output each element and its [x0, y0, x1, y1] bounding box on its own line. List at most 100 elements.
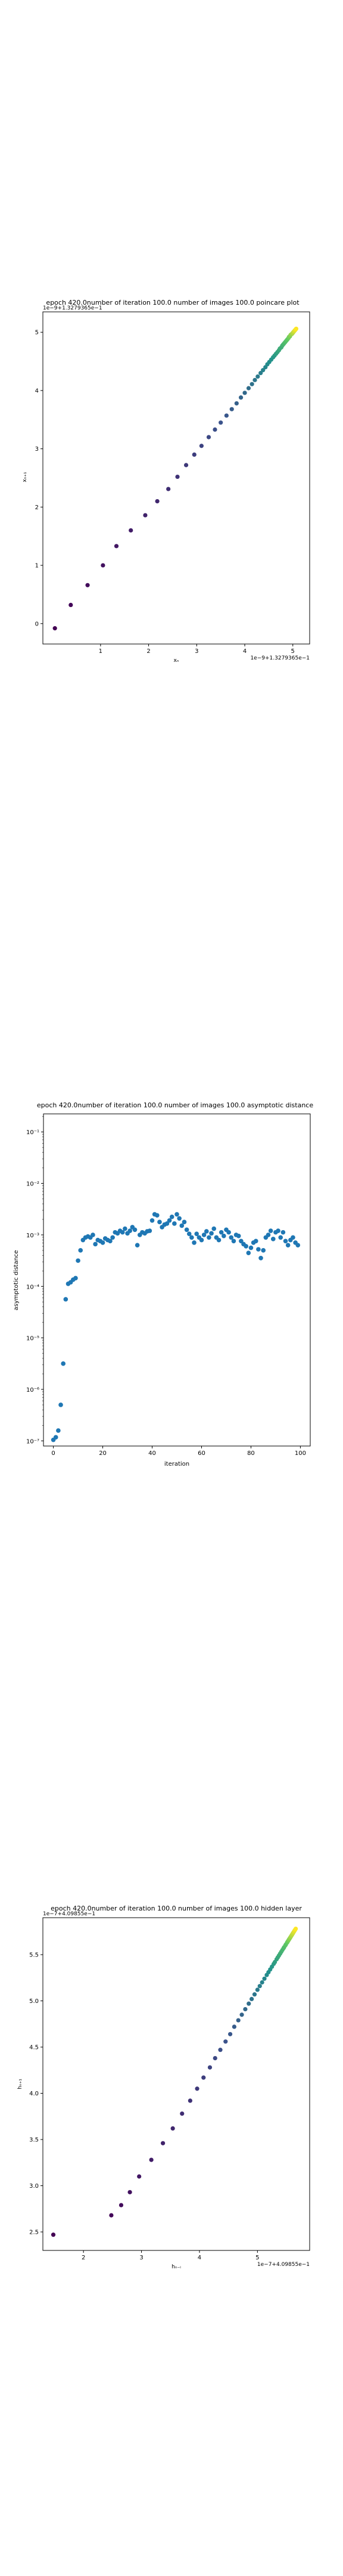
data-point — [127, 1228, 132, 1233]
y-tick-label: 10⁻⁶ — [26, 1387, 39, 1394]
data-point — [276, 1228, 280, 1233]
data-point — [242, 391, 247, 395]
data-point — [213, 427, 217, 432]
data-point — [253, 1239, 258, 1244]
data-point — [186, 1231, 192, 1237]
data-point — [53, 1435, 58, 1440]
y-tick-label: 5 — [35, 330, 39, 336]
data-point — [189, 1235, 194, 1240]
x-tick-label: 40 — [148, 1450, 156, 1457]
data-point — [223, 2039, 228, 2044]
y-tick-label: 3.0 — [29, 2183, 39, 2190]
data-point — [155, 1213, 160, 1218]
data-point — [244, 1244, 248, 1249]
data-point — [257, 1984, 262, 1989]
data-point — [218, 2048, 223, 2052]
data-point — [255, 1987, 260, 1992]
data-point — [194, 1231, 199, 1237]
data-point — [180, 2111, 185, 2116]
data-point — [61, 1361, 66, 1366]
poincare-title: epoch 420.0number of iteration 100.0 num… — [46, 299, 300, 306]
y-tick-label: 10⁻³ — [26, 1233, 39, 1239]
x-tick-label: 4 — [243, 648, 247, 655]
data-point — [51, 2233, 56, 2237]
data-point — [294, 1927, 298, 1931]
data-point — [149, 2157, 154, 2162]
data-point — [188, 2098, 192, 2103]
data-point — [213, 2056, 217, 2061]
x-tick-label: 80 — [247, 1450, 255, 1457]
x-tick-label: 4 — [198, 2255, 201, 2261]
hidden-layer-chart: epoch 420.0number of iteration 100.0 num… — [17, 1905, 310, 2270]
data-point — [294, 326, 298, 331]
data-point — [127, 2190, 132, 2194]
x-tick-label: 3 — [139, 2255, 143, 2261]
data-point — [120, 1230, 125, 1235]
data-point — [280, 1230, 286, 1235]
x-tick-label: 5 — [255, 2255, 259, 2261]
data-point — [129, 528, 133, 533]
y-tick-label: 10⁻¹ — [26, 1129, 39, 1136]
data-point — [247, 2001, 251, 2006]
data-point — [246, 386, 251, 391]
data-point — [108, 1239, 113, 1244]
x-tick-label: 100 — [295, 1450, 306, 1457]
data-point — [184, 1227, 189, 1233]
hidden-x-offset: 1e−7+4.09855e−1 — [257, 2262, 310, 2268]
data-point — [261, 1248, 266, 1253]
data-point — [227, 2032, 233, 2036]
data-point — [260, 1980, 264, 1985]
data-point — [234, 401, 239, 406]
poincare-axes-frame — [42, 311, 310, 645]
y-tick-label: 10⁻⁴ — [26, 1284, 39, 1290]
data-point — [183, 463, 189, 467]
data-point — [137, 2174, 142, 2179]
x-tick-label: 60 — [198, 1450, 205, 1457]
data-point — [285, 1243, 291, 1248]
data-point — [232, 2024, 236, 2029]
x-tick-label: 2 — [82, 2255, 85, 2261]
data-point — [266, 1233, 271, 1237]
data-point — [58, 1402, 63, 1407]
data-point — [270, 1237, 276, 1241]
hidden-axes-frame — [42, 1917, 310, 2251]
y-tick-label: 5.5 — [29, 1952, 39, 1959]
data-point — [147, 1228, 152, 1233]
poincare-chart: epoch 420.0number of iteration 100.0 num… — [22, 299, 310, 664]
hidden-y-offset: 1e−7+4.09855e−1 — [43, 1911, 95, 1917]
data-point — [199, 1237, 204, 1243]
x-tick-label: 0 — [51, 1450, 55, 1457]
poincare-x-offset: 1e−9+1.3279365e−1 — [250, 655, 310, 661]
data-point — [166, 487, 171, 491]
data-point — [110, 1235, 115, 1240]
data-point — [174, 1212, 179, 1217]
asymptotic-x-label: iteration — [164, 1461, 189, 1467]
data-point — [177, 1216, 182, 1221]
data-point — [169, 1214, 174, 1219]
data-point — [207, 2065, 213, 2070]
poincare-y-label: xₙ₊₁ — [22, 472, 28, 482]
data-point — [219, 420, 223, 425]
data-point — [229, 1235, 234, 1240]
data-point — [167, 1218, 172, 1223]
data-point — [250, 1996, 254, 2001]
asymptotic-distance-chart: epoch 420.0number of iteration 100.0 num… — [13, 1101, 313, 1467]
data-point — [201, 1233, 207, 1237]
data-point — [295, 1243, 301, 1248]
data-point — [291, 1235, 295, 1240]
x-tick-label: 3 — [195, 648, 198, 655]
hidden-y-ticks: 2.5 3.0 3.5 4.0 4.5 5.0 5.5 — [29, 1952, 43, 2236]
y-tick-label: 2.5 — [29, 2230, 39, 2236]
data-point — [91, 1233, 95, 1237]
data-point — [161, 2141, 166, 2145]
data-point — [268, 1228, 273, 1233]
data-point — [114, 544, 119, 549]
x-tick-label: 20 — [99, 1450, 107, 1457]
data-point — [252, 1992, 257, 1997]
data-point — [93, 1241, 98, 1247]
data-point — [261, 368, 266, 373]
data-point — [179, 1223, 185, 1228]
hidden-x-label: hₙ₋ᵢ — [172, 2264, 181, 2270]
y-tick-label: 10⁻⁵ — [26, 1336, 39, 1342]
